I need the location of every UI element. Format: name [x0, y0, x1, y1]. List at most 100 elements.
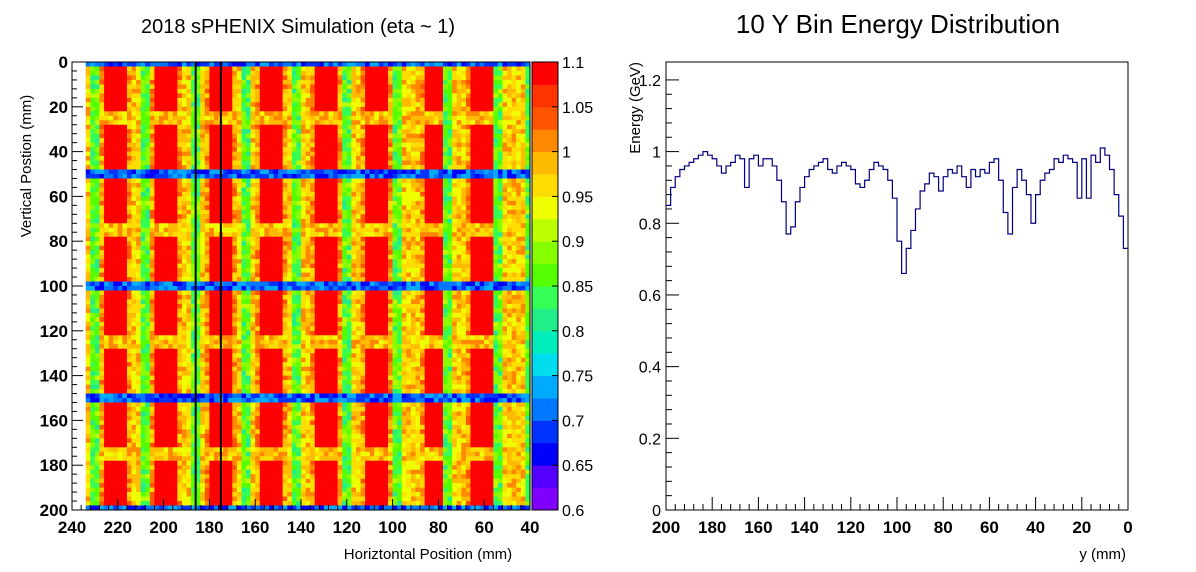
heatmap-cell — [191, 326, 196, 332]
heatmap-cell — [145, 505, 151, 511]
heatmap-cell — [85, 178, 91, 184]
heatmap-cell — [236, 438, 242, 444]
heatmap-cell — [310, 294, 316, 300]
heatmap-cell — [94, 469, 100, 475]
heatmap-cell — [264, 303, 270, 309]
heatmap-cell — [282, 474, 288, 479]
heatmap-cell — [108, 474, 114, 479]
heatmap-cell — [99, 353, 105, 358]
heatmap-cell — [227, 460, 233, 466]
heatmap-cell — [186, 375, 192, 381]
heatmap-cell — [113, 398, 119, 403]
heatmap-cell — [296, 429, 302, 435]
heatmap-cell — [104, 79, 109, 85]
heatmap-cell — [191, 389, 196, 394]
heatmap-cell — [131, 205, 137, 211]
heatmap-cell — [181, 438, 187, 444]
heatmap-cell — [259, 371, 265, 376]
heatmap-cell — [287, 178, 293, 184]
heatmap-cell — [191, 442, 196, 448]
heatmap-cell — [191, 277, 196, 282]
heatmap-cell — [236, 250, 242, 255]
heatmap-cell — [273, 384, 279, 390]
heatmap-cell — [282, 290, 288, 296]
heatmap-cell — [273, 487, 279, 493]
heatmap-cell — [85, 120, 91, 126]
heatmap-cell — [255, 326, 261, 332]
heatmap-cell — [305, 460, 311, 466]
heatmap-cell — [305, 321, 311, 327]
heatmap-cell — [246, 174, 251, 179]
heatmap-cell — [113, 124, 119, 130]
heatmap-cell — [213, 406, 219, 412]
heatmap-cell — [94, 393, 100, 399]
heatmap-cell — [172, 294, 178, 300]
heatmap-cell — [154, 182, 160, 188]
heatmap-cell — [117, 469, 123, 475]
heatmap-cell — [268, 142, 274, 148]
heatmap-cell — [85, 384, 91, 390]
heatmap-cell — [278, 70, 283, 76]
heatmap-cell — [204, 79, 210, 85]
heatmap-cell — [273, 398, 279, 403]
heatmap-cell — [236, 88, 242, 94]
heatmap-cell — [90, 97, 96, 103]
heatmap-cell — [200, 254, 206, 260]
heatmap-cell — [200, 182, 206, 188]
heatmap-cell — [227, 308, 233, 314]
heatmap-cell — [94, 277, 100, 282]
heatmap-cell — [282, 111, 288, 117]
heatmap-cell — [140, 236, 146, 242]
heatmap-cell — [282, 165, 288, 170]
heatmap-cell — [291, 438, 297, 444]
heatmap-cell — [232, 415, 238, 421]
heatmap-cell — [264, 424, 270, 430]
heatmap-cell — [108, 70, 114, 76]
heatmap-cell — [149, 335, 155, 341]
heatmap-cell — [145, 84, 151, 90]
heatmap-cell — [204, 371, 210, 376]
heatmap-cell — [241, 317, 247, 323]
heatmap-cell — [204, 245, 210, 251]
heatmap-cell — [241, 272, 247, 278]
heatmap-cell — [246, 232, 251, 238]
heatmap-cell — [259, 156, 265, 161]
heatmap-cell — [117, 487, 123, 493]
heatmap-cell — [227, 393, 233, 399]
heatmap-cell — [305, 259, 311, 264]
heatmap-cell — [149, 178, 155, 184]
heatmap-cell — [122, 79, 128, 85]
heatmap-cell — [122, 429, 128, 435]
heatmap-cell — [113, 384, 119, 390]
heatmap-cell — [227, 483, 233, 488]
heatmap-cell — [223, 406, 229, 412]
heatmap-cell — [85, 182, 91, 188]
heatmap-cell — [154, 501, 160, 506]
heatmap-cell — [296, 187, 302, 193]
heatmap-cell — [191, 299, 196, 305]
heatmap-cell — [172, 75, 178, 81]
heatmap-cell — [172, 196, 178, 202]
heatmap-cell — [268, 174, 274, 179]
heatmap-cell — [268, 375, 274, 381]
heatmap-cell — [255, 151, 261, 157]
heatmap-cell — [282, 66, 288, 72]
heatmap-cell — [154, 429, 160, 435]
heatmap-cell — [154, 187, 160, 193]
heatmap-cell — [200, 433, 206, 439]
heatmap-cell — [291, 308, 297, 314]
heatmap-cell — [131, 196, 137, 202]
heatmap-cell — [305, 142, 311, 148]
heatmap-cell — [186, 371, 192, 376]
heatmap-cell — [122, 70, 128, 76]
heatmap-cell — [310, 75, 316, 81]
heatmap-cell — [268, 241, 274, 246]
heatmap-cell — [108, 111, 114, 117]
heatmap-cell — [255, 156, 261, 161]
heatmap-cell — [154, 75, 160, 81]
heatmap-cell — [250, 84, 256, 90]
heatmap-cell — [301, 478, 306, 484]
heatmap-cell — [104, 393, 109, 399]
heatmap-cell — [159, 496, 164, 502]
heatmap-cell — [99, 286, 105, 291]
